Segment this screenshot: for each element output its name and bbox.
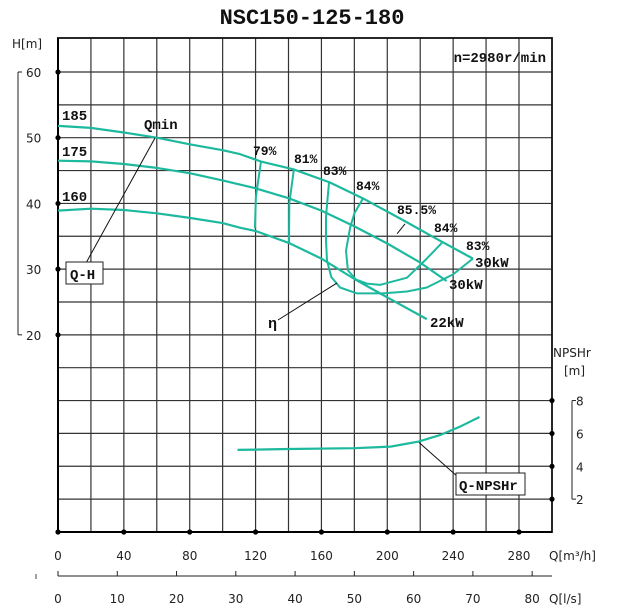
y-tick-label: 30 bbox=[26, 263, 41, 277]
x-secondary-tick-label: 80 bbox=[525, 592, 540, 606]
x-tick-dot bbox=[318, 529, 325, 535]
qnpsh-label: Q-NPSHr bbox=[459, 479, 518, 495]
y-right-axis-label: NPSHr bbox=[553, 346, 591, 360]
y-tick-dot bbox=[55, 266, 61, 272]
y-tick-dot bbox=[55, 200, 61, 207]
y-axis-label: H[m] bbox=[12, 37, 42, 51]
chart-title: NSC150-125-180 bbox=[220, 6, 405, 31]
y-tick-label: 20 bbox=[26, 329, 41, 343]
power-label-160: 22kW bbox=[430, 316, 464, 332]
qh-label-box bbox=[65, 261, 104, 285]
y-right-tick-label: 8 bbox=[576, 395, 584, 409]
y-right-tick-dot bbox=[549, 430, 555, 437]
x-secondary-tick-label: 20 bbox=[169, 592, 184, 606]
y-tick-dot bbox=[55, 332, 61, 338]
efficiency-label-83: 83% bbox=[323, 164, 347, 179]
x-tick-label: 0 bbox=[54, 549, 62, 563]
efficiency-curve-81 bbox=[288, 169, 295, 243]
curves bbox=[57, 124, 480, 478]
x-secondary-tick-label: 40 bbox=[287, 592, 302, 606]
x-secondary-tick-label: 0 bbox=[54, 592, 62, 606]
efficiency-curve-83 bbox=[325, 182, 474, 295]
y-tick-dot bbox=[55, 69, 61, 75]
y-tick-label: 50 bbox=[26, 132, 41, 146]
head-curve-185 bbox=[57, 124, 474, 260]
efficiency-curve-79 bbox=[253, 161, 262, 229]
npsh-curve bbox=[237, 416, 480, 451]
x-tick-dot bbox=[121, 529, 127, 535]
qmin-leader-line bbox=[85, 137, 156, 264]
y-right-tick-dot bbox=[549, 496, 555, 502]
speed-label: n=2980r/min bbox=[454, 51, 546, 67]
y-right-tick-dot bbox=[549, 463, 555, 469]
y-right-axis-unit: [m] bbox=[564, 364, 585, 378]
qh-label: Q-H bbox=[70, 268, 95, 284]
efficiency-label-83-right: 83% bbox=[466, 239, 490, 254]
diameter-label-185: 185 bbox=[62, 109, 87, 125]
qnpsh-label-box bbox=[455, 472, 526, 496]
efficiency-curve-84 bbox=[345, 197, 443, 286]
efficiency-label-81: 81% bbox=[294, 152, 318, 167]
efficiency-label-84-right: 84% bbox=[434, 221, 458, 236]
x-tick-dot bbox=[384, 529, 390, 535]
x-tick-label: 240 bbox=[442, 549, 465, 563]
y-tick-label: 40 bbox=[26, 197, 41, 211]
qmin-label: Qmin bbox=[144, 118, 178, 134]
x-tick-dot bbox=[55, 529, 61, 535]
x-secondary-tick-label: 30 bbox=[228, 592, 243, 606]
power-label-185: 30kW bbox=[475, 256, 509, 272]
grid bbox=[57, 37, 553, 533]
x-secondary-tick-label: 60 bbox=[406, 592, 421, 606]
head-curve-175 bbox=[57, 159, 448, 282]
x-tick-dot bbox=[187, 529, 193, 535]
x-tick-label: 160 bbox=[310, 549, 333, 563]
y-right-tick-label: 2 bbox=[576, 493, 584, 507]
x-tick-label: 40 bbox=[116, 549, 131, 563]
x-tick-dot bbox=[252, 529, 259, 535]
diameter-label-175: 175 bbox=[62, 145, 87, 161]
diameter-label-160: 160 bbox=[62, 190, 87, 206]
x-tick-label: 80 bbox=[182, 549, 197, 563]
efficiency-label-85-5: 85.5% bbox=[397, 203, 436, 218]
x-tick-dot bbox=[516, 529, 522, 535]
x-tick-label: 120 bbox=[244, 549, 267, 563]
x-tick-dot bbox=[450, 529, 456, 535]
efficiency-label-79: 79% bbox=[253, 144, 277, 159]
npsh-leader-line bbox=[418, 442, 459, 478]
y-tick-dot bbox=[55, 135, 61, 141]
efficiency-label-84: 84% bbox=[356, 179, 380, 194]
y-right-tick-label: 6 bbox=[576, 427, 584, 441]
x-tick-label: 280 bbox=[508, 549, 531, 563]
x-secondary-tick-label: 50 bbox=[347, 592, 362, 606]
y-right-tick-label: 4 bbox=[576, 460, 584, 474]
x-secondary-tick-label: 10 bbox=[110, 592, 125, 606]
efficiency-leader-line bbox=[277, 282, 338, 321]
y-tick-label: 60 bbox=[26, 66, 41, 80]
y-right-tick-dot bbox=[549, 397, 555, 404]
power-label-175: 30kW bbox=[449, 278, 483, 294]
efficiency-85-5-leader-line bbox=[396, 223, 406, 234]
x-tick-label: 200 bbox=[376, 549, 399, 563]
x-axis-label: Q[m³/h] bbox=[549, 549, 596, 563]
x-secondary-axis-label: Q[l/s] bbox=[549, 592, 581, 606]
x-secondary-tick-label: 70 bbox=[465, 592, 480, 606]
efficiency-symbol-label: η bbox=[268, 316, 277, 333]
